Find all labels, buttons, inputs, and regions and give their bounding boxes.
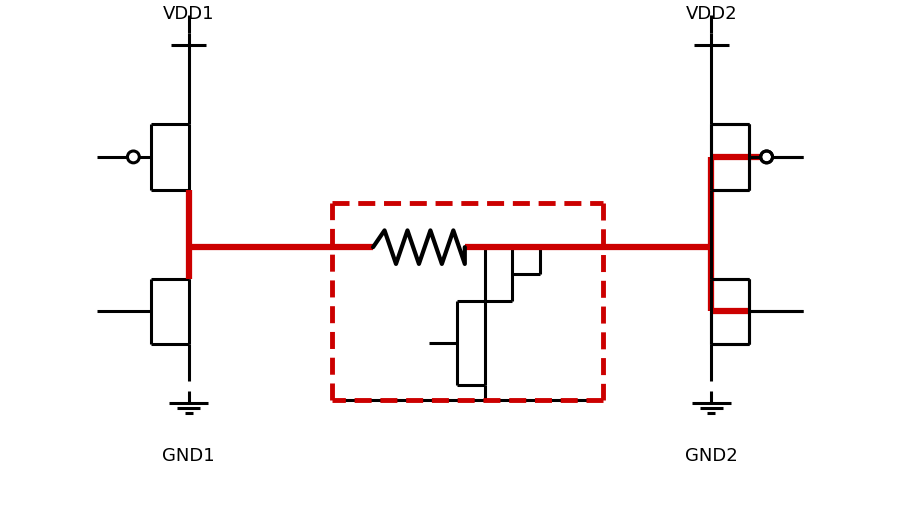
Text: GND1: GND1 (162, 446, 215, 465)
Text: VDD1: VDD1 (163, 5, 214, 23)
Text: GND2: GND2 (685, 446, 738, 465)
Text: VDD2: VDD2 (686, 5, 737, 23)
